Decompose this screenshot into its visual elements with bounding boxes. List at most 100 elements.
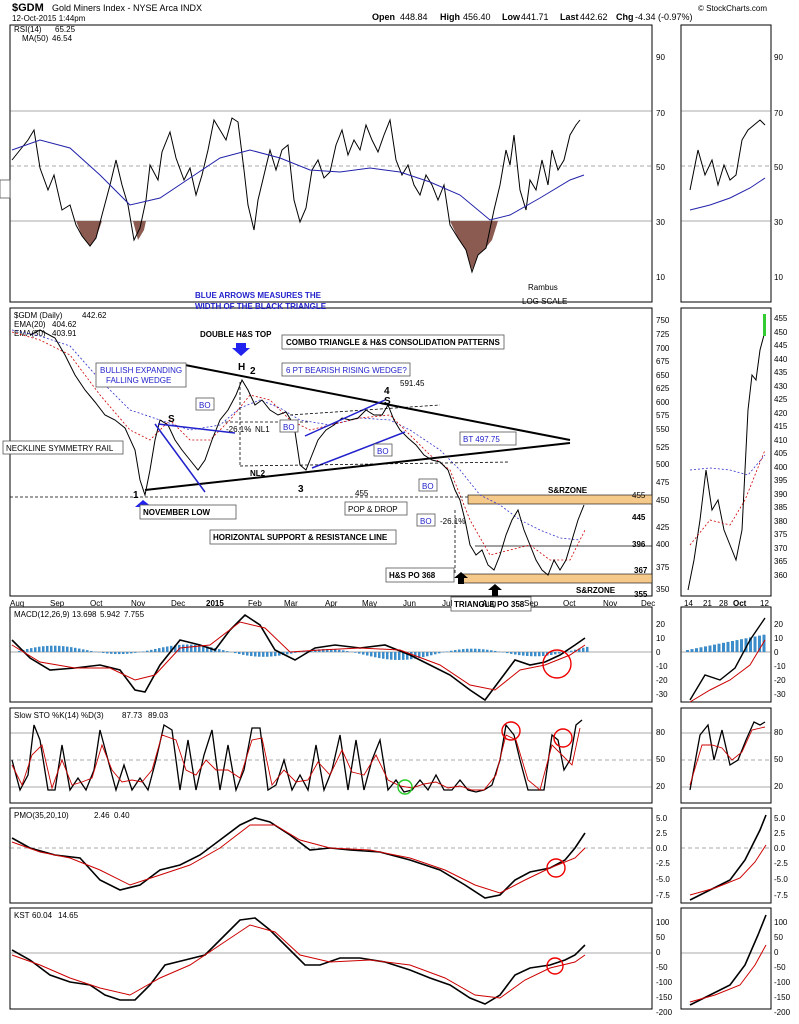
macd-hist-bar bbox=[462, 649, 465, 652]
pmo-small-tick: 5.0 bbox=[774, 814, 786, 823]
small-price-tick: 420 bbox=[774, 409, 788, 418]
macd-hist-bar bbox=[386, 652, 389, 660]
kst-tick: -50 bbox=[656, 963, 668, 972]
macd-hist-bar bbox=[758, 635, 761, 652]
macd-hist-bar bbox=[558, 652, 561, 654]
value-396: 396 bbox=[632, 540, 646, 549]
macd-hist-bar bbox=[690, 649, 694, 652]
pmo-line bbox=[11, 817, 586, 899]
macd-hist-bar bbox=[390, 652, 393, 660]
small-price-tick: 455 bbox=[774, 314, 788, 323]
kst-small-tick: 100 bbox=[774, 918, 788, 927]
sto-small-tick: 80 bbox=[774, 728, 783, 737]
macd-hist-bar bbox=[262, 652, 265, 657]
macd-hist-bar bbox=[704, 646, 707, 652]
x-small-tick: 14 bbox=[684, 599, 693, 608]
arrow-down-icon bbox=[232, 343, 250, 356]
macd-v3: 7.755 bbox=[124, 610, 145, 619]
nl1-label: NL1 bbox=[255, 425, 270, 434]
point-3: 3 bbox=[298, 484, 304, 495]
small-price-tick: 450 bbox=[774, 328, 788, 337]
s-label: S bbox=[168, 414, 175, 425]
x-tick: Apr bbox=[325, 599, 338, 608]
value-445: 445 bbox=[632, 513, 646, 522]
sto-label: Slow STO %K(14) %D(3) bbox=[14, 711, 104, 720]
pmo-small-tick: 0.0 bbox=[774, 844, 786, 853]
pmo-small-tick: -2.5 bbox=[774, 859, 788, 868]
rsi-tick: 50 bbox=[656, 163, 665, 172]
price-line bbox=[29, 329, 585, 576]
macd-hist-bar bbox=[294, 652, 297, 653]
change-label: Chg bbox=[616, 12, 634, 22]
macd-hist-bar bbox=[550, 652, 553, 656]
macd-hist-bar bbox=[174, 645, 177, 652]
sto-small-tick: 50 bbox=[774, 755, 783, 764]
high-label: High bbox=[440, 12, 460, 22]
macd-hist-bar bbox=[210, 647, 213, 652]
high-value: 456.40 bbox=[463, 12, 491, 22]
bullish-label: BULLISH EXPANDING bbox=[100, 366, 182, 375]
macd-hist-bar bbox=[234, 652, 237, 654]
highlight-circle bbox=[546, 957, 564, 975]
macd-hist-bar bbox=[486, 649, 489, 652]
price-tick: 650 bbox=[656, 371, 670, 380]
ema50-value: 403.91 bbox=[52, 329, 77, 338]
rsi-ma-value: 46.54 bbox=[52, 34, 73, 43]
macd-tick: -20 bbox=[656, 676, 668, 685]
x-tick: Oct bbox=[90, 599, 103, 608]
macd-hist-bar bbox=[713, 644, 716, 652]
macd-hist-bar bbox=[158, 648, 161, 652]
arrow-up-icon bbox=[454, 572, 468, 584]
pmo-small-tick: -7.5 bbox=[774, 891, 788, 900]
macd-hist-bar bbox=[182, 644, 185, 652]
annotation-boxes bbox=[0, 179, 532, 612]
macd-hist-bar bbox=[26, 648, 29, 652]
sto-small-d bbox=[689, 726, 766, 786]
macd-hist-bar bbox=[422, 652, 425, 658]
pmo-tick: 0.0 bbox=[656, 844, 668, 853]
macd-hist-bar bbox=[398, 652, 401, 660]
macd-small-tick: -10 bbox=[774, 662, 786, 671]
price-tick: 575 bbox=[656, 411, 670, 420]
nl2-label: NL2 bbox=[250, 469, 266, 478]
x-tick: Sep bbox=[524, 599, 539, 608]
bo-label: BO bbox=[377, 447, 389, 456]
macd-hist-bar bbox=[470, 648, 473, 652]
macd-hist-bar bbox=[478, 648, 481, 652]
macd-hist-bar bbox=[142, 651, 145, 652]
macd-hist-bar bbox=[726, 641, 730, 652]
macd-hist-bar bbox=[106, 652, 109, 654]
rsi-tick: 10 bbox=[656, 273, 665, 282]
macd-small-tick: -30 bbox=[774, 690, 786, 699]
macd-hist-bar bbox=[118, 652, 121, 655]
sr-zone-upper bbox=[467, 494, 653, 505]
x-axis-small: 14 21 28 Oct 12 bbox=[684, 599, 769, 608]
macd-hist-bar bbox=[538, 652, 541, 657]
macd-hist-bar bbox=[740, 639, 743, 652]
macd-tick: 0 bbox=[656, 648, 661, 657]
ema50-label: EMA(50) bbox=[14, 329, 46, 338]
small-price-tick: 395 bbox=[774, 476, 788, 485]
price-tick: 725 bbox=[656, 330, 670, 339]
bo-label: BO bbox=[422, 482, 434, 491]
price-tick: 425 bbox=[656, 523, 670, 532]
small-price-tick: 365 bbox=[774, 557, 788, 566]
rambus-label: Rambus bbox=[528, 283, 558, 292]
macd-hist-bar bbox=[722, 642, 725, 652]
point-4: 4 bbox=[384, 386, 390, 397]
macd-hist-bar bbox=[466, 648, 469, 652]
macd-hist-bar bbox=[542, 652, 545, 656]
macd-hist-bar bbox=[266, 652, 269, 657]
macd-hist-bar bbox=[506, 652, 509, 654]
macd-hist-bar bbox=[130, 652, 133, 654]
pmo-v2: 0.40 bbox=[114, 811, 130, 820]
ema-small-blue bbox=[689, 454, 766, 476]
macd-hist-bar bbox=[582, 647, 585, 652]
macd-v1: 13.698 bbox=[72, 610, 97, 619]
macd-hist-bar bbox=[86, 650, 89, 652]
macd-hist-bar bbox=[514, 652, 517, 655]
x-small-tick: 28 bbox=[719, 599, 728, 608]
macd-tick: 10 bbox=[656, 634, 665, 643]
ema50-line bbox=[11, 329, 581, 541]
pmo-tick: -5.0 bbox=[656, 875, 670, 884]
